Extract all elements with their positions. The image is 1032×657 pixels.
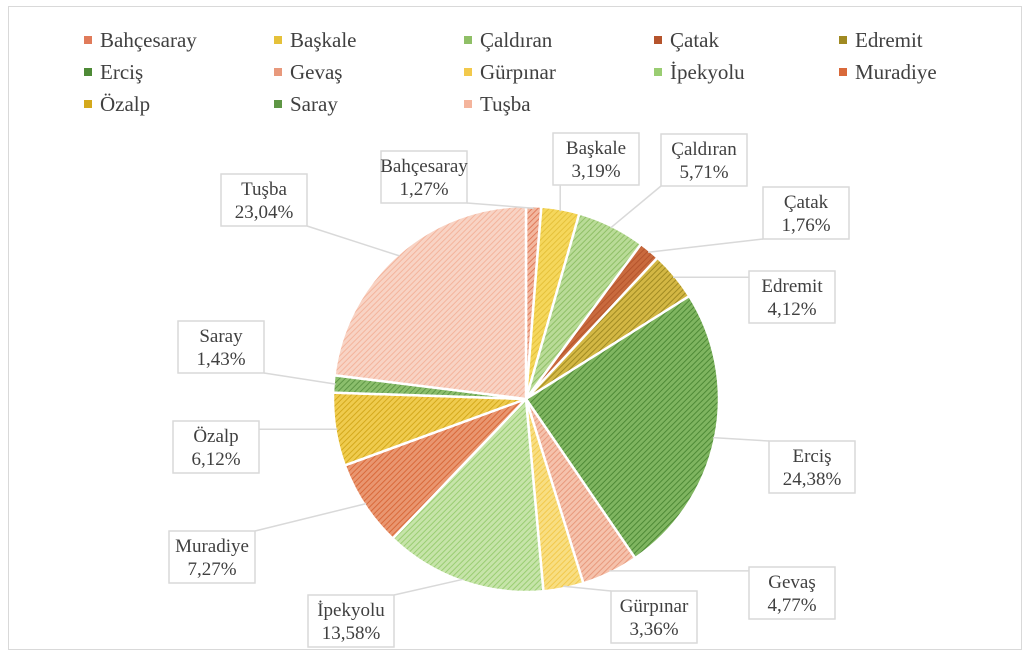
data-label-name-tusba: Tuşba [241, 179, 287, 200]
legend-marker-gurpinar [464, 68, 472, 76]
data-label-box-tusba [220, 173, 308, 227]
data-label-box-bahcesaray [380, 150, 468, 204]
leader-line-bahcesaray [466, 202, 534, 209]
data-label-value-ipekyolu: 13,58% [322, 623, 381, 644]
legend-marker-baskale [274, 36, 282, 44]
leader-line-catak [648, 238, 764, 253]
data-label-value-saray: 1,43% [196, 349, 245, 370]
data-label-name-ipekyolu: İpekyolu [317, 600, 385, 621]
data-label-box-edremit [748, 270, 836, 324]
legend-marker-ozalp [84, 100, 92, 108]
pie-slice-ipekyolu [390, 396, 545, 594]
data-label-name-baskale: Başkale [566, 138, 626, 159]
leader-line-tusba [306, 225, 400, 257]
data-label-value-gurpinar: 3,36% [629, 619, 678, 640]
legend-marker-muradiye [839, 68, 847, 76]
leader-lines [254, 185, 770, 596]
leader-line-gurpinar [563, 585, 612, 592]
data-label-box-ozalp [172, 420, 260, 474]
data-label-name-saray: Saray [199, 326, 243, 347]
legend-label-bahcesaray: Bahçesaray [100, 28, 197, 52]
leader-line-ercis [713, 436, 770, 442]
data-label-value-muradiye: 7,27% [187, 559, 236, 580]
data-label-value-caldiran: 5,71% [679, 162, 728, 183]
legend-marker-bahcesaray [84, 36, 92, 44]
data-label-box-ipekyolu [307, 594, 395, 648]
data-label-value-ozalp: 6,12% [191, 449, 240, 470]
legend-label-saray: Saray [290, 92, 338, 116]
leader-line-muradiye [254, 502, 367, 532]
data-label-name-catak: Çatak [784, 192, 829, 213]
legend-marker-edremit [839, 36, 847, 44]
data-label-box-ercis [768, 440, 856, 494]
data-label-value-gevas: 4,77% [767, 595, 816, 616]
legend-marker-catak [654, 36, 662, 44]
pie-chart: Bahçesaray Başkale Çaldıran Çatak Edremit Erc… [84, 28, 937, 648]
data-label-box-catak [762, 186, 850, 240]
legend-label-ipekyolu: İpekyolu [670, 60, 745, 84]
leader-line-saray [263, 372, 336, 385]
data-label-name-edremit: Edremit [761, 276, 823, 297]
data-label-value-edremit: 4,12% [767, 299, 816, 320]
data-label-name-caldiran: Çaldıran [671, 139, 737, 160]
data-label-value-bahcesaray: 1,27% [399, 179, 448, 200]
data-label-name-gurpinar: Gürpınar [620, 596, 689, 617]
legend-label-gevas: Gevaş [290, 60, 342, 84]
legend-label-tusba: Tuşba [480, 92, 531, 116]
legend-marker-caldiran [464, 36, 472, 44]
data-label-name-ercis: Erciş [792, 446, 831, 467]
legend-marker-ercis [84, 68, 92, 76]
data-label-name-ozalp: Özalp [193, 426, 238, 447]
legend-label-ozalp: Özalp [100, 92, 150, 116]
leader-line-caldiran [610, 185, 662, 229]
data-label-name-bahcesaray: Bahçesaray [380, 156, 468, 177]
pie-slice-tusba [333, 204, 528, 401]
leader-line-ipekyolu [393, 578, 464, 596]
chart-frame: Bahçesaray Başkale Çaldıran Çatak Edremit Erc… [8, 6, 1022, 650]
data-label-box-caldiran [660, 133, 748, 187]
legend-marker-saray [274, 100, 282, 108]
data-label-name-muradiye: Muradiye [175, 536, 249, 557]
data-label-box-gurpinar [610, 590, 698, 644]
data-label-value-baskale: 3,19% [571, 161, 620, 182]
pie-slices [331, 204, 721, 594]
legend-label-baskale: Başkale [290, 28, 356, 52]
data-label-name-gevas: Gevaş [768, 572, 815, 593]
legend-label-muradiye: Muradiye [855, 60, 937, 84]
legend-label-catak: Çatak [670, 28, 719, 52]
data-label-box-saray [177, 320, 265, 374]
data-label-value-ercis: 24,38% [783, 469, 842, 490]
legend-label-caldiran: Çaldıran [480, 28, 553, 52]
data-label-value-tusba: 23,04% [235, 202, 294, 223]
data-label-box-baskale [552, 132, 640, 186]
legend-marker-ipekyolu [654, 68, 662, 76]
legend-label-edremit: Edremit [855, 28, 923, 52]
legend-label-gurpinar: Gürpınar [480, 60, 556, 84]
legend-marker-tusba [464, 100, 472, 108]
legend-marker-gevas [274, 68, 282, 76]
data-label-box-gevas [748, 566, 836, 620]
legend: Bahçesaray Başkale Çaldıran Çatak Edremit Erc… [84, 28, 937, 116]
legend-label-ercis: Erciş [100, 60, 143, 84]
data-label-value-catak: 1,76% [781, 215, 830, 236]
data-label-box-muradiye [168, 530, 256, 584]
